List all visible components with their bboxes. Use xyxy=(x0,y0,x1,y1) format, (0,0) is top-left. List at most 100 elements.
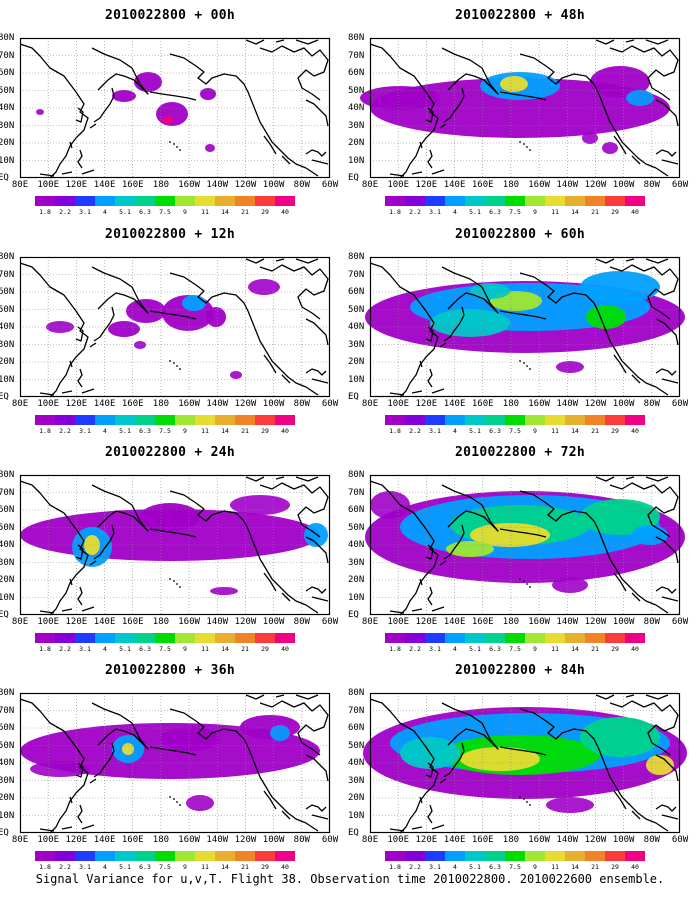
colorbar-label: 40 xyxy=(631,863,639,871)
island xyxy=(173,143,175,145)
colorbar-label: 9 xyxy=(183,645,187,653)
coastline xyxy=(263,572,291,602)
latitude-label: 10N xyxy=(348,592,365,603)
colorbar-swatch xyxy=(195,196,215,206)
colorbar-swatch xyxy=(565,196,585,206)
coastline xyxy=(91,484,149,532)
colorbar-swatch xyxy=(75,633,95,643)
colorbar-label: 7.5 xyxy=(509,427,521,435)
longitude-label: 160E xyxy=(471,835,494,845)
colorbar-label: 29 xyxy=(611,645,619,653)
coastline xyxy=(609,45,679,101)
longitude-label: 100E xyxy=(37,617,60,627)
coastline xyxy=(655,318,679,346)
variance-contour xyxy=(556,361,584,373)
colorbar-label: 9 xyxy=(533,427,537,435)
longitude-label: 100W xyxy=(262,180,285,190)
variance-contour xyxy=(460,747,540,771)
variance-contour xyxy=(182,295,206,311)
latitude-label: 70N xyxy=(0,50,15,61)
variance-contour xyxy=(602,142,618,154)
variance-contour xyxy=(500,76,528,92)
longitude-label: 160W xyxy=(528,399,550,409)
longitude-label: 160W xyxy=(178,617,200,627)
variance-contour xyxy=(30,761,90,777)
latitude-label: 30N xyxy=(0,775,15,786)
island xyxy=(179,149,181,151)
island xyxy=(176,365,178,367)
grid xyxy=(370,257,680,397)
coastline xyxy=(441,266,499,314)
colorbar-label: 40 xyxy=(281,208,289,216)
latitude-label: 30N xyxy=(0,120,15,131)
colorbar-label: 9 xyxy=(183,208,187,216)
longitude-label: 100W xyxy=(262,399,285,409)
colorbar xyxy=(35,851,295,861)
variance-contour xyxy=(582,132,598,144)
coastline xyxy=(595,258,669,264)
latitude-label: 50N xyxy=(0,85,15,96)
colorbar-swatch xyxy=(195,415,215,425)
colorbar-swatch xyxy=(255,851,275,861)
coastline xyxy=(441,47,499,95)
colorbar-swatch xyxy=(135,415,155,425)
variance-contour xyxy=(580,271,660,303)
variance-contour xyxy=(200,88,216,100)
colorbar-label: 29 xyxy=(611,208,619,216)
colorbar-label: 11 xyxy=(201,863,209,871)
island xyxy=(529,149,531,151)
colorbar-swatch xyxy=(525,415,545,425)
colorbar-swatch xyxy=(505,196,525,206)
coastline xyxy=(305,318,329,346)
variance-contour xyxy=(430,309,510,337)
latitude-label: EQ xyxy=(348,173,359,183)
coastline xyxy=(425,544,434,560)
latitude-label: 70N xyxy=(0,705,15,716)
colorbar-swatch xyxy=(585,196,605,206)
colorbar-swatch xyxy=(585,633,605,643)
latitude-label: 40N xyxy=(348,540,365,550)
coastline xyxy=(655,368,679,384)
map-frame xyxy=(369,474,681,616)
coastline xyxy=(69,141,83,169)
colorbar-swatch xyxy=(115,415,135,425)
coastline xyxy=(425,326,434,342)
longitude-label: 140W xyxy=(556,617,579,627)
variance-contour xyxy=(108,321,140,337)
colorbar-swatch xyxy=(605,851,625,861)
latitude-label: EQ xyxy=(0,610,9,620)
colorbar-swatch xyxy=(505,851,525,861)
latitude-label: 70N xyxy=(348,50,365,61)
longitude-axis: 80E 100E 120E 140E 160E 180 160W 140W 120W 100W 80… xyxy=(12,399,338,411)
colorbar-swatch xyxy=(235,415,255,425)
colorbar-swatch xyxy=(525,633,545,643)
variance-contour xyxy=(632,525,668,545)
variance-contour xyxy=(590,66,650,98)
colorbar-swatch xyxy=(215,196,235,206)
map-plot xyxy=(360,37,681,179)
colorbar-label: 40 xyxy=(631,208,639,216)
coastline xyxy=(89,306,115,348)
longitude-label: 100W xyxy=(612,617,635,627)
colorbar-label: 6.3 xyxy=(489,863,501,871)
variance-contour xyxy=(270,725,290,741)
colorbar-swatch xyxy=(95,196,115,206)
colorbar-label: 21 xyxy=(591,645,599,653)
variance-contour xyxy=(36,109,44,115)
variance-contour xyxy=(122,743,134,755)
latitude-label: 80N xyxy=(348,252,365,262)
colorbar-labels: 1.8 2.2 3.1 4 5.1 6.3 7.5 9 11 14 21 29 40 xyxy=(35,427,295,437)
longitude-label: 60W xyxy=(321,835,339,845)
longitude-label: 100E xyxy=(387,180,410,190)
colorbar-swatch xyxy=(195,633,215,643)
island xyxy=(169,796,171,798)
latitude-label: 60N xyxy=(348,287,365,297)
colorbar-label: 6.3 xyxy=(489,427,501,435)
colorbar-label: 40 xyxy=(281,645,289,653)
colorbar-swatch xyxy=(605,415,625,425)
coastline xyxy=(499,746,547,756)
coastline xyxy=(655,804,679,820)
coastlines xyxy=(19,694,329,834)
latitude-label: 60N xyxy=(0,287,15,297)
map-panel: 2010022800 + 72h 80N 70N 60N 50N 40N 30N 20N 10N… xyxy=(348,445,690,655)
